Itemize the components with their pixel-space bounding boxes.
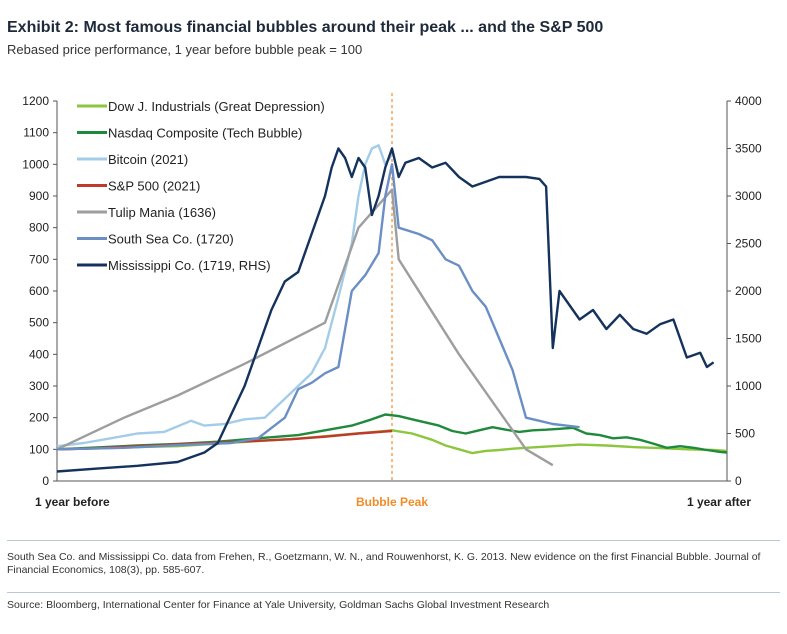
page-title: Exhibit 2: Most famous financial bubbles… (7, 19, 604, 36)
page-subtitle: Rebased price performance, 1 year before… (7, 42, 363, 57)
legend-label: Nasdaq Composite (Tech Bubble) (108, 126, 302, 141)
series-line-5 (56, 163, 580, 451)
line-chart: 0 100 200 300 400 500 600 700 800 900 1000 1100 1200… (22, 93, 762, 509)
x-tick-label: 1 year after (687, 495, 751, 509)
y-left-tick-label: 600 (29, 284, 49, 298)
series-line-2 (56, 144, 393, 448)
x-tick-label: 1 year before (35, 495, 110, 509)
y-right-tick-label: 1000 (735, 379, 762, 393)
y-right-tick-label: 500 (735, 427, 755, 441)
series-line-6 (56, 147, 715, 473)
y-left-tick-label: 400 (29, 347, 49, 361)
legend-label: South Sea Co. (1720) (108, 232, 234, 247)
legend-label: Mississippi Co. (1719, RHS) (108, 258, 271, 273)
y-right-tick-label: 4000 (735, 94, 762, 108)
y-right-tick-label: 2500 (735, 237, 762, 251)
data-note: South Sea Co. and Mississippi Co. data f… (7, 551, 761, 576)
legend-label: S&P 500 (2021) (108, 179, 200, 194)
y-left-tick-label: 800 (29, 221, 49, 235)
legend-label: Bitcoin (2021) (108, 152, 188, 167)
y-left-tick-label: 1200 (22, 94, 49, 108)
y-right-tick-label: 0 (735, 474, 742, 488)
y-left-tick-label: 200 (29, 411, 49, 425)
series-line-1 (56, 413, 728, 454)
y-left-tick-label: 500 (29, 316, 49, 330)
divider (7, 540, 780, 541)
y-left-tick-label: 1100 (23, 126, 49, 140)
legend-label: Tulip Mania (1636) (108, 205, 216, 220)
chart-legend: Dow J. Industrials (Great Depression) Nas… (77, 99, 325, 273)
chart-axes: 0 100 200 300 400 500 600 700 800 900 1000 1100 1200… (22, 93, 762, 509)
y-right-tick-label: 3000 (735, 189, 762, 203)
y-left-tick-label: 0 (42, 474, 49, 488)
y-right-tick-label: 3500 (735, 142, 762, 156)
y-left-tick-label: 900 (29, 189, 49, 203)
source-note: Source: Bloomberg, International Center … (7, 599, 550, 611)
y-left-tick-label: 700 (29, 252, 49, 266)
y-right-tick-label: 1500 (735, 332, 762, 346)
series-line-4 (56, 188, 554, 467)
y-right-tick-label: 2000 (735, 284, 762, 298)
y-left-tick-label: 100 (29, 442, 49, 456)
x-tick-label: Bubble Peak (356, 495, 428, 509)
y-left-tick-label: 1000 (22, 157, 49, 171)
divider (7, 592, 780, 593)
y-left-tick-label: 300 (29, 379, 49, 393)
chart-series (56, 144, 728, 473)
legend-label: Dow J. Industrials (Great Depression) (108, 99, 325, 114)
